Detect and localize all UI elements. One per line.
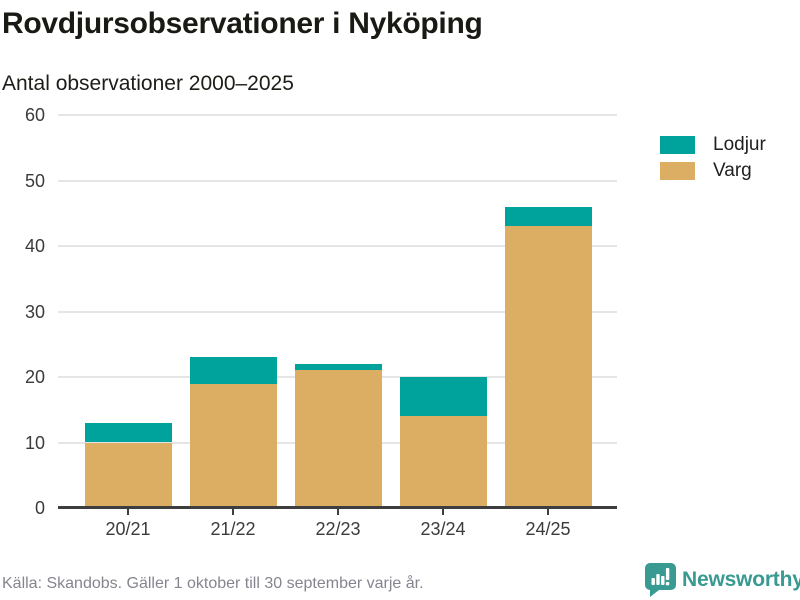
x-axis-line (58, 506, 617, 509)
x-tick-24/25 (547, 509, 549, 515)
bar-segment-lodjur-20/21 (84, 422, 172, 443)
source-note: Källa: Skandobs. Gäller 1 oktober till 3… (2, 575, 424, 592)
y-tick-label-0: 0 (34, 498, 45, 518)
y-tick-label-10: 10 (24, 432, 45, 453)
x-tick-label-21/22: 21/22 (210, 519, 256, 539)
x-tick-23/24 (442, 509, 444, 515)
gridline-60 (58, 114, 617, 116)
newsworthy-logo: Newsworthy (645, 563, 800, 597)
bar-segment-varg-22/23 (294, 370, 382, 508)
gridline-30 (58, 310, 617, 313)
legend-swatch-lodjur (660, 136, 695, 154)
legend: Lodjur Varg (660, 134, 766, 188)
y-tick-label-60: 60 (24, 105, 45, 125)
x-tick-22/23 (337, 509, 339, 515)
y-tick-label-30: 30 (24, 301, 45, 322)
legend-label-varg: Varg (713, 160, 752, 181)
bar-segment-varg-24/25 (504, 226, 592, 508)
y-tick-label-50: 50 (24, 170, 45, 191)
legend-swatch-varg (660, 162, 695, 180)
bar-segment-varg-23/24 (399, 416, 487, 508)
y-tick-label-40: 40 (24, 236, 45, 256)
legend-item-varg: Varg (660, 160, 766, 181)
legend-label-lodjur: Lodjur (713, 134, 766, 155)
bar-segment-lodjur-24/25 (504, 206, 592, 227)
x-tick-21/22 (232, 509, 234, 515)
newsworthy-wordmark: Newsworthy (682, 568, 800, 591)
gridline-50 (58, 179, 617, 182)
bar-segment-lodjur-22/23 (294, 363, 382, 371)
legend-item-lodjur: Lodjur (660, 134, 766, 155)
x-tick-label-23/24: 23/24 (420, 519, 466, 539)
x-tick-20/21 (127, 509, 129, 515)
chart-title: Rovdjursobservationer i Nyköping (2, 7, 483, 40)
x-tick-label-22/23: 22/23 (315, 519, 361, 539)
x-tick-label-20/21: 20/21 (105, 519, 151, 539)
bar-segment-varg-20/21 (84, 442, 172, 508)
bar-segment-lodjur-23/24 (399, 377, 487, 417)
bar-segment-lodjur-21/22 (189, 357, 277, 384)
bar-segment-varg-21/22 (189, 383, 277, 508)
gridline-40 (58, 245, 617, 247)
x-tick-label-24/25: 24/25 (525, 519, 571, 539)
chart-subtitle: Antal observationer 2000–2025 (2, 72, 294, 95)
newsworthy-icon (645, 563, 676, 597)
y-tick-label-20: 20 (24, 367, 45, 387)
